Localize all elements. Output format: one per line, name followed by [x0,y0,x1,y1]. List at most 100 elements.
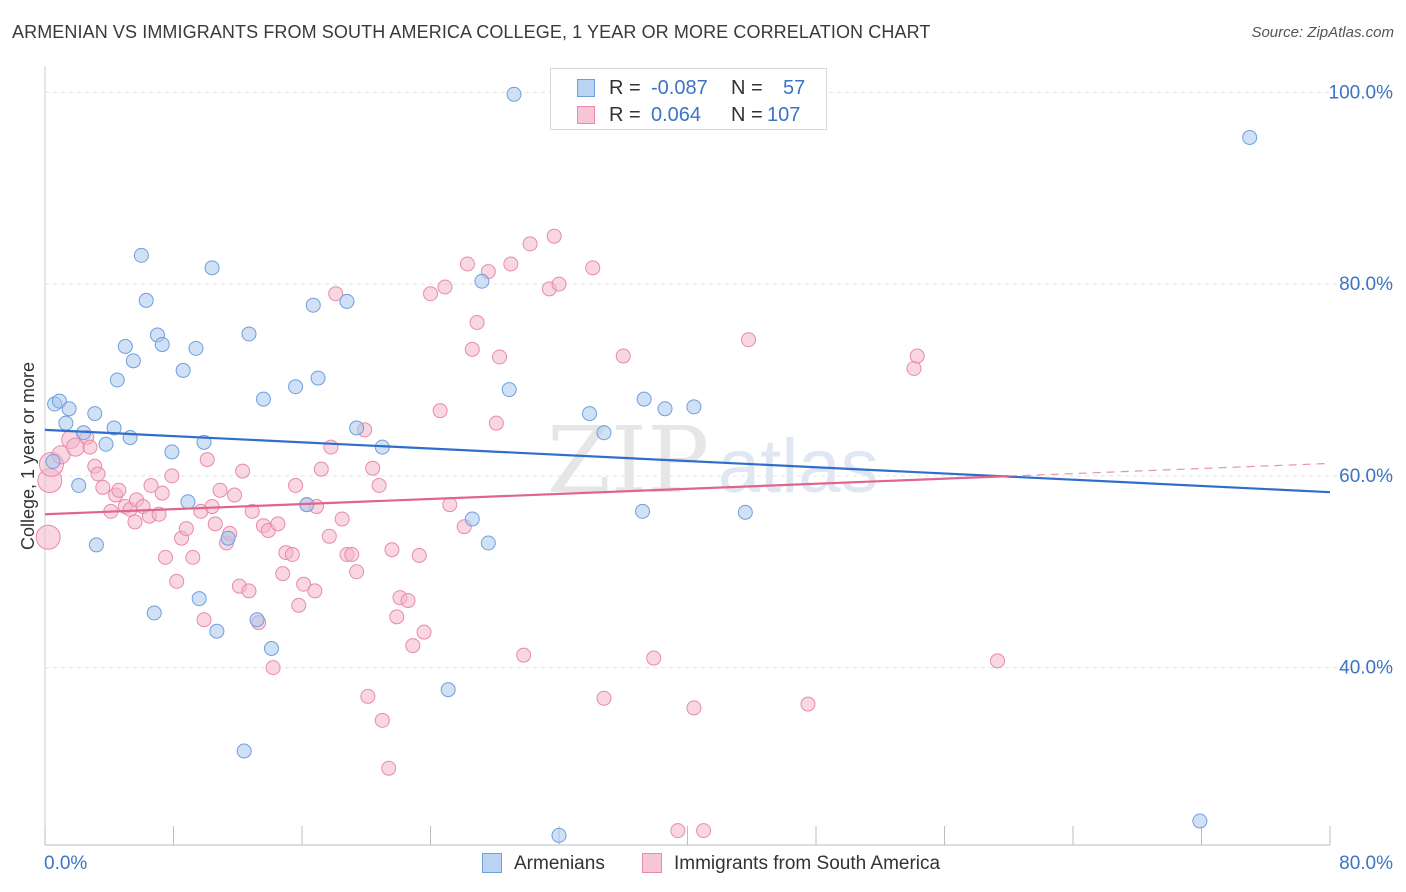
immigrants-point [909,348,925,364]
legend-n-label: N = [731,104,763,126]
immigrants-point [349,564,365,580]
armenians-point [1242,129,1258,145]
legend-swatch-pink [577,106,595,124]
immigrants-point [313,461,329,477]
immigrants-point [307,583,323,599]
immigrants-point [371,477,387,493]
immigrants-point [270,516,286,532]
tick-labels: 40.0% 60.0% 80.0% 100.0% 0.0% 80.0% [44,82,1393,874]
armenians-point [164,444,180,460]
immigrants-point [400,593,416,609]
armenians-point [106,420,122,436]
immigrants-point [185,549,201,565]
armenians-point [109,372,125,388]
immigrants-point [488,415,504,431]
immigrants-point [492,349,508,365]
immigrants-point [596,690,612,706]
immigrants-point [646,650,662,666]
armenians-point [305,297,321,313]
immigrants-point [344,546,360,562]
armenians-point [236,743,252,759]
immigrants-point [244,503,260,519]
immigrants-point [503,256,519,272]
trend-lines [44,428,1331,516]
armenians-point [191,591,207,607]
grid-lines [45,91,1392,669]
armenians-point [88,537,104,553]
y-tick-label: 40.0% [1339,658,1393,679]
immigrants-point [169,573,185,589]
immigrants-point [416,624,432,640]
armenians-point [125,353,141,369]
armenians-point [71,477,87,493]
immigrants-point [95,479,111,495]
legend-label-immigrants: Immigrants from South America [674,853,941,874]
armenians-point [122,430,138,446]
armenians-point [45,454,61,469]
armenians-point [506,86,522,102]
immigrants-point [212,482,228,498]
armenians-point [551,827,567,843]
immigrants-point [686,700,702,716]
immigrants-point [323,439,339,455]
immigrants-point [296,576,312,592]
armenians-point [310,370,326,386]
legend-n-value: 107 [767,104,801,126]
immigrants-point [275,566,291,582]
immigrants-point [90,466,106,482]
armenians-point [263,640,279,656]
armenians-point [209,623,225,639]
immigrants-point [157,549,173,565]
armenians-point [474,273,490,289]
immigrants-point [384,542,400,558]
immigrants-point [227,487,243,503]
legend-swatch-blue [577,79,595,97]
series-armenians-points [45,86,1258,843]
immigrants-point [381,760,397,776]
immigrants-point [164,468,180,484]
legend-row-armenians: R = -0.087 N = 57 [551,75,826,101]
armenians-point [117,338,133,354]
y-axis-label: College, 1 year or more [18,362,38,550]
legend-r-value: -0.087 [651,77,708,99]
immigrants-point [389,609,405,625]
immigrants-point [585,260,601,276]
legend-r-value: 0.064 [651,104,702,126]
armenians-point [657,401,673,417]
immigrants-point [265,660,281,676]
legend-n-value: 57 [783,77,806,99]
immigrants-point [199,452,215,468]
immigrants-point [670,823,686,839]
armenians-point [58,415,74,431]
immigrants-point [143,477,159,493]
immigrants-point [111,482,127,498]
immigrants-point [178,521,194,537]
armenians-point [154,337,170,353]
x-tick-label: 0.0% [44,853,87,874]
immigrants-point [288,477,304,493]
armenians-point [87,406,103,422]
immigrants-point [334,511,350,527]
armenians-point [204,260,220,276]
immigrants-point [516,647,532,663]
immigrants-trend-line [44,475,1009,516]
immigrants-point [990,653,1006,669]
legend-row-immigrants: R = 0.064 N = 107 [551,102,826,128]
y-tick-label: 60.0% [1339,466,1393,487]
immigrants-point [196,612,212,628]
immigrants-point [800,696,816,712]
x-tick-label: 80.0% [1339,853,1393,874]
armenians-point [241,326,257,342]
immigrants-point [906,361,922,377]
immigrants-point [464,341,480,357]
immigrants-point [291,597,307,613]
legend-r-label: R = [609,104,641,126]
immigrants-point [328,286,344,302]
armenians-point [440,682,456,698]
armenians-point [1192,813,1208,829]
armenians-point [737,504,753,520]
y-tick-label: 80.0% [1339,274,1393,295]
legend-n-label: N = [731,77,763,99]
immigrants-point [35,524,61,550]
